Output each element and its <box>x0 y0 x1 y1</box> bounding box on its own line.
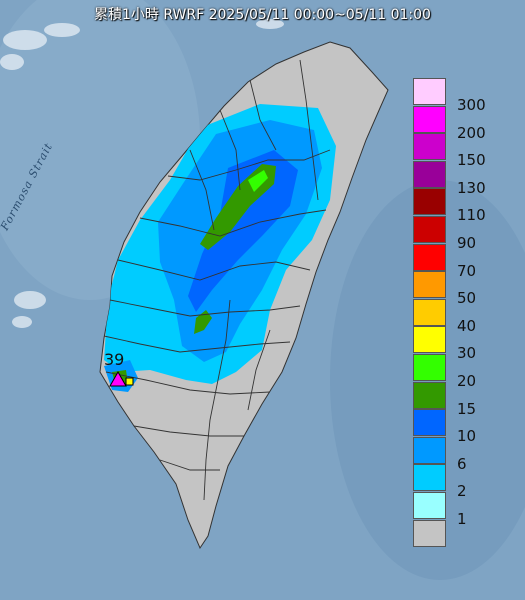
county-boundaries <box>103 59 331 501</box>
legend-swatch <box>413 160 446 188</box>
legend-swatch <box>413 381 446 409</box>
cloud-patches <box>0 19 284 328</box>
rainfall-areas <box>104 104 336 392</box>
legend-swatch <box>413 105 446 133</box>
legend-label: 150 <box>457 151 486 170</box>
legend-label: 6 <box>457 454 467 473</box>
rain-area-10mm <box>188 150 298 312</box>
legend-label: 200 <box>457 123 486 142</box>
legend-swatch <box>413 464 446 492</box>
legend-label: 110 <box>457 206 486 225</box>
legend-label: 50 <box>457 289 477 308</box>
legend-swatch <box>413 78 446 105</box>
legend-label: 15 <box>457 399 477 418</box>
legend-swatch <box>413 216 446 243</box>
max-rainfall-marker <box>109 370 134 387</box>
legend-swatch <box>413 133 446 161</box>
legend-swatch <box>413 271 446 299</box>
max-value-label: 39 <box>104 350 125 369</box>
legend-swatch <box>413 409 446 437</box>
legend-swatch <box>413 243 446 271</box>
legend-swatch <box>413 436 446 464</box>
rain-area-15mm-south <box>194 310 212 334</box>
legend-label: 2 <box>457 482 467 501</box>
legend-swatch <box>413 354 446 381</box>
legend-label: 130 <box>457 178 486 197</box>
rain-area-20mm <box>248 170 268 192</box>
legend-label: 40 <box>457 316 477 335</box>
legend-swatch <box>413 519 446 547</box>
legend-label: 1 <box>457 510 467 528</box>
legend-label: 90 <box>457 234 477 252</box>
legend-swatch <box>413 492 446 519</box>
legend-swatch <box>413 326 446 354</box>
legend-label: 30 <box>457 344 477 363</box>
legend-label: 70 <box>457 261 477 280</box>
legend-label: 10 <box>457 427 477 446</box>
legend-label: 20 <box>457 372 477 390</box>
legend-swatch <box>413 188 446 216</box>
map-title: 累積1小時 RWRF 2025/05/11 00:00~05/11 01:00 <box>94 7 431 23</box>
legend-label: 300 <box>457 96 486 114</box>
legend-swatch <box>413 298 446 326</box>
